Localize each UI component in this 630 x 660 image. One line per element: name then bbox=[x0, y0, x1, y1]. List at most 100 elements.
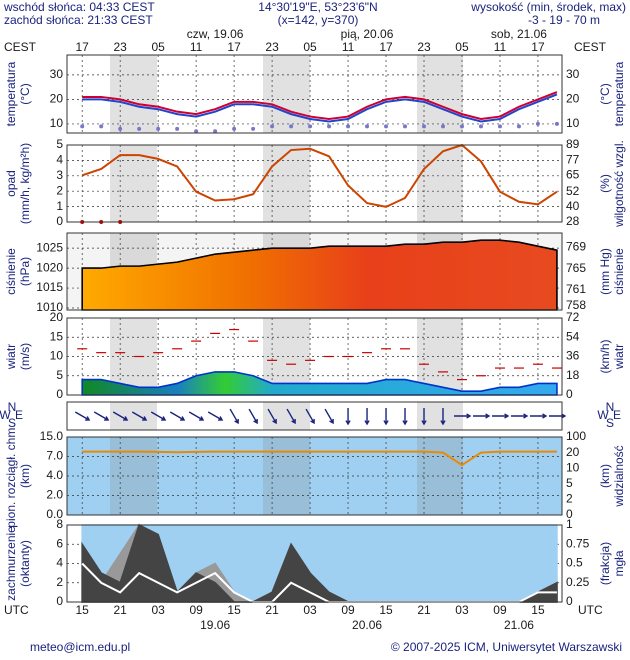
cest-tick-label: 17 bbox=[379, 40, 393, 54]
cest-date: czw, 19.06 bbox=[187, 27, 244, 41]
dot bbox=[175, 126, 180, 131]
dot bbox=[384, 124, 389, 129]
dot bbox=[459, 124, 464, 129]
utc-tick-label: 21 bbox=[113, 603, 127, 617]
line bbox=[82, 91, 558, 121]
y-tick-label: 6 bbox=[56, 536, 63, 550]
wind-arrow bbox=[286, 408, 296, 425]
wind-arrow bbox=[169, 411, 186, 421]
dot bbox=[118, 126, 123, 131]
dot bbox=[213, 129, 218, 134]
y-tick-label: 3 bbox=[56, 168, 63, 182]
cest-tick-label: 17 bbox=[531, 40, 545, 54]
y-tick-label: 1025 bbox=[36, 240, 63, 254]
elevation: -3 - 19 - 70 m bbox=[528, 13, 600, 27]
y2-tick-label: 28 bbox=[566, 214, 580, 228]
y2-tick-label: 36 bbox=[566, 349, 580, 363]
night-band bbox=[110, 402, 157, 430]
y2-tick-label: 761 bbox=[566, 282, 586, 296]
y-tick-label: 1015 bbox=[36, 280, 63, 294]
wind-arrow bbox=[510, 413, 529, 419]
y-tick-label: 5 bbox=[56, 137, 63, 151]
wind-arrow bbox=[453, 413, 472, 419]
utc-tick-label: 09 bbox=[493, 603, 507, 617]
dot bbox=[289, 124, 294, 129]
line bbox=[82, 93, 558, 123]
y-tick-label: 10 bbox=[50, 349, 64, 363]
dot bbox=[156, 126, 161, 131]
wind-arrow bbox=[93, 411, 110, 421]
utc-tick-label: 15 bbox=[76, 603, 90, 617]
y2-label: (km) bbox=[598, 464, 612, 488]
sunrise: wschód słońca: 04:33 CEST bbox=[3, 0, 155, 14]
wind-arrow bbox=[402, 408, 408, 426]
panel-frame bbox=[66, 436, 563, 516]
panel-background bbox=[67, 318, 562, 395]
y2-tick-label: 18 bbox=[566, 368, 580, 382]
utc-tick-label: 15 bbox=[379, 603, 393, 617]
utc-tick-label: 15 bbox=[227, 603, 241, 617]
cest-tick-label: 05 bbox=[455, 40, 469, 54]
dot bbox=[403, 124, 408, 129]
panel-frame bbox=[66, 144, 563, 223]
y2-tick-label: 0 bbox=[566, 594, 573, 608]
y-tick-label: 0 bbox=[56, 214, 63, 228]
dot bbox=[251, 126, 256, 131]
y-tick-label: 4 bbox=[56, 153, 63, 167]
y-tick-label: 0 bbox=[56, 594, 63, 608]
wind-arrow bbox=[267, 408, 277, 425]
y2-tick-label: 10 bbox=[566, 460, 580, 474]
y-label: (oktanty) bbox=[18, 540, 32, 587]
zone-bottom-left: UTC bbox=[4, 603, 29, 617]
cest-tick-label: 05 bbox=[303, 40, 317, 54]
compass-label: N bbox=[8, 400, 17, 414]
y2-tick-label: 1 bbox=[566, 517, 573, 531]
y2-tick-label: 30 bbox=[566, 67, 580, 81]
y2-tick-label: 0 bbox=[566, 387, 573, 401]
wind-arrow bbox=[150, 411, 167, 421]
y2-tick-label: 20 bbox=[566, 92, 580, 106]
y2-label: temperatura bbox=[612, 61, 626, 126]
utc-tick-label: 09 bbox=[341, 603, 355, 617]
zone-top-left: CEST bbox=[4, 40, 37, 54]
cest-tick-label: 23 bbox=[113, 40, 127, 54]
y2-tick-label: 0 bbox=[566, 507, 573, 521]
y-tick-label: 2.0 bbox=[46, 488, 63, 502]
y-label: temperatura bbox=[4, 61, 18, 126]
compass-label: E bbox=[15, 408, 23, 422]
utc-tick-label: 03 bbox=[455, 603, 469, 617]
dot bbox=[422, 124, 427, 129]
night-band bbox=[417, 55, 463, 133]
y2-tick-label: 65 bbox=[566, 167, 580, 181]
panel-frame bbox=[66, 524, 563, 603]
utc-tick-label: 15 bbox=[531, 603, 545, 617]
y-label: (hPa) bbox=[18, 257, 32, 286]
wind-arrow bbox=[440, 408, 446, 426]
cest-tick-label: 05 bbox=[151, 40, 165, 54]
dot bbox=[346, 124, 351, 129]
y-label: opad bbox=[4, 170, 18, 197]
area bbox=[81, 371, 558, 396]
y-tick-label: 0 bbox=[56, 387, 63, 401]
panel-frame bbox=[66, 401, 563, 431]
night-band bbox=[263, 145, 310, 222]
night-band bbox=[263, 402, 310, 430]
y-tick-label: 1010 bbox=[36, 300, 63, 314]
y2-label: wiatr bbox=[612, 344, 626, 370]
y-tick-label: 15 bbox=[50, 329, 64, 343]
panel-frame bbox=[66, 232, 563, 311]
y-label: pion. rozciągł. chm. bbox=[4, 424, 18, 527]
cest-date: pią, 20.06 bbox=[341, 27, 394, 41]
y2-label: (mm Hg) bbox=[598, 248, 612, 295]
y2-tick-label: 0.75 bbox=[566, 536, 590, 550]
y-tick-label: 20 bbox=[50, 310, 64, 324]
compass-label: E bbox=[613, 408, 621, 422]
dot bbox=[535, 121, 540, 126]
y2-tick-label: 2 bbox=[566, 492, 573, 506]
wind-arrow bbox=[364, 408, 370, 426]
panel-frame bbox=[66, 54, 563, 134]
y-tick-label: 7.0 bbox=[46, 449, 63, 463]
y2-tick-label: 10 bbox=[566, 116, 580, 130]
y-label: zachmurzenie bbox=[4, 526, 18, 601]
y-tick-label: 1020 bbox=[36, 260, 63, 274]
